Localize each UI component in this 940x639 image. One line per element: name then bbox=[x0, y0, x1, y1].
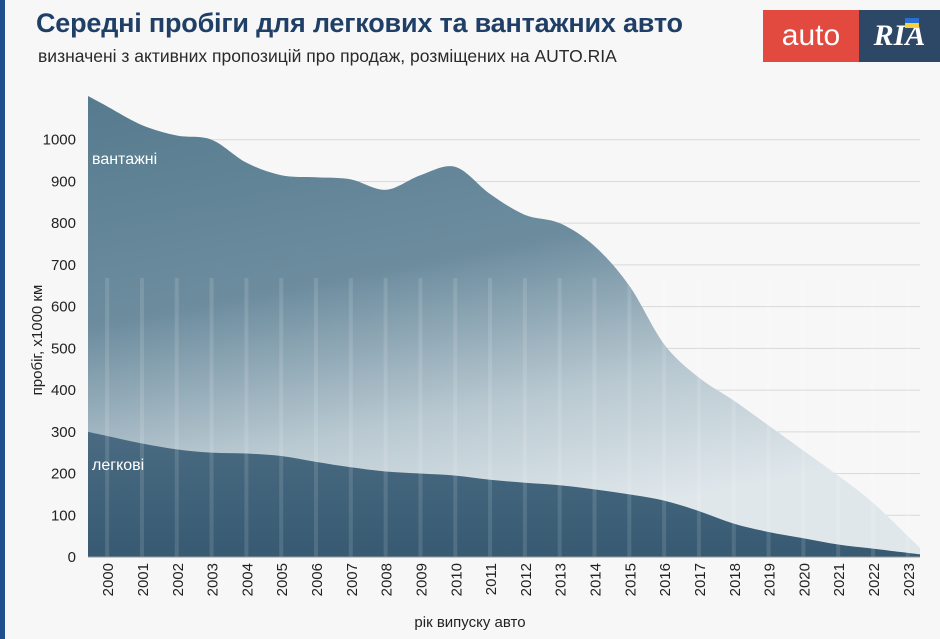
x-tick-label: 2009 bbox=[413, 563, 430, 596]
x-tick-label: 2015 bbox=[622, 563, 639, 596]
year-band bbox=[418, 278, 423, 557]
chart-subtitle: визначені з активних пропозицій про прод… bbox=[38, 46, 617, 66]
series-label-trucks: вантажні bbox=[92, 151, 157, 168]
y-axis-label: пробіг, x1000 км bbox=[29, 285, 46, 396]
auto-ria-logo[interactable]: auto RIA bbox=[763, 10, 940, 62]
left-accent-bar bbox=[0, 0, 5, 639]
y-tick-label: 0 bbox=[68, 549, 76, 566]
x-tick-label: 2004 bbox=[239, 563, 256, 596]
x-tick-label: 2012 bbox=[518, 563, 535, 596]
year-band bbox=[801, 278, 806, 557]
year-band bbox=[557, 278, 562, 557]
year-band bbox=[522, 278, 527, 557]
year-band bbox=[627, 278, 632, 557]
y-tick-label: 900 bbox=[51, 173, 76, 190]
year-band bbox=[905, 278, 910, 557]
area-trucks bbox=[88, 96, 920, 558]
x-tick-label: 2006 bbox=[309, 563, 326, 596]
x-tick-label: 2003 bbox=[205, 563, 222, 596]
x-tick-label: 2021 bbox=[831, 563, 848, 596]
x-tick-label: 2020 bbox=[796, 563, 813, 596]
year-band bbox=[105, 278, 110, 557]
year-band bbox=[383, 278, 388, 557]
x-tick-label: 2005 bbox=[274, 563, 291, 596]
x-tick-label: 2019 bbox=[762, 563, 779, 596]
year-band bbox=[348, 278, 353, 557]
year-band bbox=[209, 278, 214, 557]
x-tick-label: 2022 bbox=[866, 563, 883, 596]
year-band bbox=[836, 278, 841, 557]
year-band bbox=[453, 278, 458, 557]
x-tick-label: 2013 bbox=[553, 563, 570, 596]
x-tick-label: 2000 bbox=[100, 563, 117, 596]
year-band bbox=[871, 278, 876, 557]
year-band bbox=[139, 278, 144, 557]
year-band bbox=[279, 278, 284, 557]
y-tick-label: 1000 bbox=[43, 132, 76, 149]
y-tick-label: 200 bbox=[51, 466, 76, 483]
x-axis-label: рік випуску авто bbox=[414, 614, 525, 631]
year-band bbox=[244, 278, 249, 557]
y-tick-label: 400 bbox=[51, 382, 76, 399]
area-cars bbox=[88, 431, 920, 557]
x-tick-label: 2016 bbox=[657, 563, 674, 596]
y-tick-label: 800 bbox=[51, 215, 76, 232]
x-tick-label: 2014 bbox=[588, 563, 605, 596]
year-band bbox=[662, 278, 667, 557]
x-tick-label: 2023 bbox=[901, 563, 918, 596]
x-tick-label: 2008 bbox=[379, 563, 396, 596]
year-band bbox=[174, 278, 179, 557]
year-band bbox=[731, 278, 736, 557]
x-tick-label: 2010 bbox=[448, 563, 465, 596]
year-band bbox=[592, 278, 597, 557]
x-tick-label: 2001 bbox=[135, 563, 152, 596]
y-tick-label: 600 bbox=[51, 299, 76, 316]
ukraine-flag-icon bbox=[905, 18, 919, 28]
logo-auto-part: auto bbox=[763, 10, 859, 62]
chart-title: Середні пробіги для легкових та вантажни… bbox=[36, 8, 683, 38]
year-band bbox=[766, 278, 771, 557]
year-band bbox=[314, 278, 319, 557]
year-band bbox=[696, 278, 701, 557]
y-tick-label: 700 bbox=[51, 257, 76, 274]
x-tick-label: 2018 bbox=[727, 563, 744, 596]
x-tick-label: 2011 bbox=[483, 563, 500, 595]
x-tick-label: 2002 bbox=[170, 563, 187, 596]
y-tick-label: 100 bbox=[51, 507, 76, 524]
year-band bbox=[488, 278, 493, 557]
x-tick-label: 2017 bbox=[692, 563, 709, 596]
series-label-cars: легкові bbox=[92, 457, 144, 474]
y-tick-label: 500 bbox=[51, 340, 76, 357]
logo-ria-part: RIA bbox=[859, 10, 940, 62]
x-tick-label: 2007 bbox=[344, 563, 361, 596]
y-tick-label: 300 bbox=[51, 424, 76, 441]
